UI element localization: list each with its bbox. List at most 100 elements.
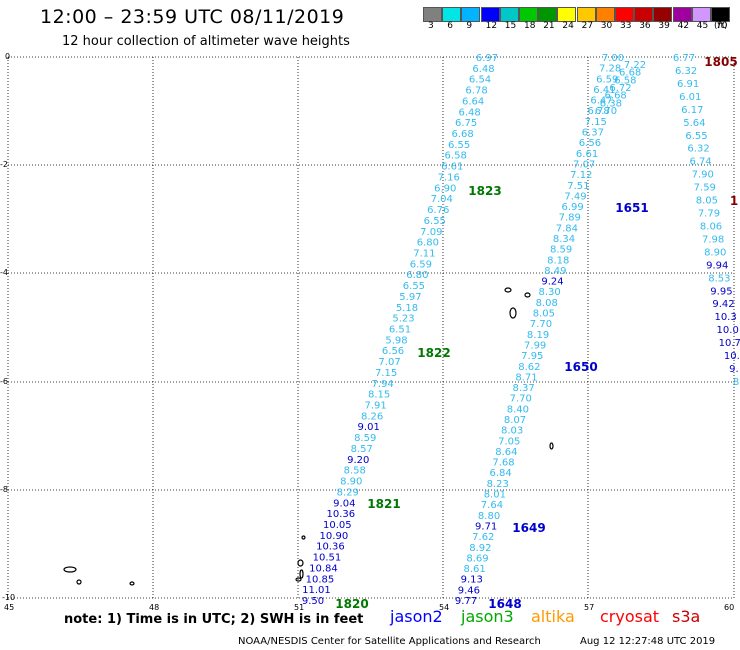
wave-height-value: 6.75 <box>455 118 477 129</box>
wave-height-value: 6.48 <box>472 64 494 75</box>
wave-height-value: 6.70 <box>595 106 617 117</box>
colorbar-swatch <box>595 7 615 22</box>
colorbar-label: 18 <box>524 21 536 31</box>
colorbar-swatch <box>653 7 673 22</box>
colorbar-label: 15 <box>504 21 517 31</box>
wave-height-value: 7.12 <box>570 170 592 181</box>
wave-height-value: 9.95 <box>710 286 732 297</box>
wave-height-value: 7.15 <box>375 368 397 379</box>
wave-height-value: 8.59 <box>354 433 376 444</box>
wave-height-value: 8.19 <box>527 330 549 341</box>
wave-height-value: 7.84 <box>556 223 578 234</box>
lat-label: -6 <box>0 377 8 386</box>
wave-height-value: 8.57 <box>351 444 373 455</box>
colorbar-label: 9 <box>466 21 473 31</box>
wave-height-value: 6.55 <box>424 216 446 227</box>
wave-height-value: 7.07 <box>378 357 400 368</box>
wave-height-value: 7.15 <box>585 117 607 128</box>
wave-height-value: 7.68 <box>492 458 514 469</box>
pass-time-label: 1821 <box>367 497 400 511</box>
wave-height-value: 6.68 <box>619 68 641 79</box>
colorbar-swatch <box>442 7 462 22</box>
wave-height-value: 8.34 <box>553 234 575 245</box>
wave-height-value: 9.77 <box>455 596 477 607</box>
colorbar-label: 39 <box>658 21 670 31</box>
island-outline <box>509 307 517 319</box>
island-outline <box>301 535 306 540</box>
wave-height-value: 6.32 <box>675 66 697 77</box>
lat-label: -4 <box>0 268 8 277</box>
wave-height-value: 7.28 <box>599 64 621 75</box>
colorbar-swatch <box>499 7 519 22</box>
wave-height-value: 7.99 <box>524 340 546 351</box>
colorbar-label: 21 <box>543 21 555 31</box>
island-outline <box>524 292 531 298</box>
wave-height-value: 7.00 <box>602 53 624 64</box>
altimeter-track: 6.976.486.546.786.646.486.756.686.556.58… <box>302 53 498 607</box>
wave-height-value: 6.80 <box>406 270 428 281</box>
lon-label: 54 <box>439 603 450 612</box>
colorbar-swatch <box>480 7 500 22</box>
wave-height-value: 6.84 <box>489 468 511 479</box>
wave-height-value: 8.69 <box>466 553 488 564</box>
satellite-name-cryosat: cryosat <box>600 607 660 626</box>
island-outline <box>129 581 135 586</box>
colorbar-label: 36 <box>639 21 651 31</box>
wave-height-value: 10.84 <box>309 563 338 574</box>
wave-height-value: 7.64 <box>481 500 503 511</box>
colorbar-swatch <box>576 7 596 22</box>
wave-height-value: 5.18 <box>396 303 418 314</box>
wave-height-value: 9.46 <box>458 585 480 596</box>
wave-height-value: 6.01 <box>679 92 701 103</box>
wave-height-value: 6.55 <box>448 140 470 151</box>
wave-height-value: 6.37 <box>582 128 604 139</box>
island-outline <box>297 559 304 567</box>
wave-height-value: 6.77 <box>673 53 695 64</box>
wave-height-value: 8.49 <box>544 266 566 277</box>
colorbar-label: 12 <box>485 21 498 31</box>
wave-height-value: 8.37 <box>513 383 535 394</box>
wave-height-value: 7.04 <box>431 194 453 205</box>
colorbar-swatch <box>538 7 558 22</box>
wave-height-value: 6.56 <box>382 346 404 357</box>
colorbar-swatch <box>423 7 442 22</box>
pass-time-label: 1822 <box>417 346 450 360</box>
wave-height-value: 8.01 <box>484 490 506 501</box>
wave-height-value: 6.78 <box>465 86 487 97</box>
colorbar-label: 3 <box>428 21 434 31</box>
wave-height-value: 8.23 <box>487 479 509 490</box>
wave-height-value: 8.92 <box>469 543 491 554</box>
wave-height-value: 6.61 <box>576 149 598 160</box>
wave-height-value: 8.05 <box>696 196 718 207</box>
wave-height-value: 8.90 <box>340 477 362 488</box>
wave-height-value: 7.51 <box>567 181 589 192</box>
wave-height-value: 7.05 <box>498 436 520 447</box>
colorbar-swatch <box>461 7 481 22</box>
wave-height-value: 6.48 <box>458 107 480 118</box>
wave-height-value: 7.09 <box>420 227 442 238</box>
wave-height-value: 7.79 <box>698 209 720 220</box>
generated-timestamp: Aug 12 12:27:48 UTC 2019 <box>580 636 716 647</box>
colorbar-label: 33 <box>620 21 632 31</box>
wave-height-value: 7.89 <box>559 213 581 224</box>
wave-height-value: 6.58 <box>445 151 467 162</box>
pass-time-label: 1 <box>730 194 738 208</box>
wave-height-value: 8.62 <box>518 362 540 373</box>
colorbar-swatch <box>519 7 538 22</box>
wave-height-value: 7.91 <box>365 401 387 412</box>
wave-height-value: 10.36 <box>327 509 356 520</box>
wave-height-value: 7.70 <box>510 394 532 405</box>
wave-height-value: 8.08 <box>536 298 558 309</box>
wave-height-value: 11.01 <box>302 585 331 596</box>
wave-height-value: 6.56 <box>579 138 601 149</box>
wave-height-value: 6.76 <box>427 205 449 216</box>
wave-height-value: 6.68 <box>452 129 474 140</box>
wave-height-value: 7.59 <box>694 183 716 194</box>
wave-height-value: 6.32 <box>687 144 709 155</box>
wave-height-value: 6.68 <box>605 91 627 102</box>
wave-height-value: 10.36 <box>316 542 345 553</box>
wave-height-value: 8.80 <box>478 511 500 522</box>
pass-time-label: 1820 <box>335 597 368 611</box>
wave-height-value: 9.20 <box>347 455 369 466</box>
wave-height-value: 10.7 <box>719 338 740 349</box>
